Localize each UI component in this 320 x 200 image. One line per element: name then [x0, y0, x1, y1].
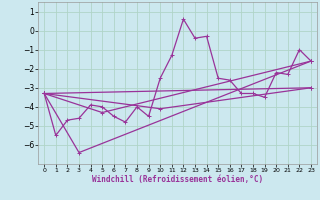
X-axis label: Windchill (Refroidissement éolien,°C): Windchill (Refroidissement éolien,°C): [92, 175, 263, 184]
